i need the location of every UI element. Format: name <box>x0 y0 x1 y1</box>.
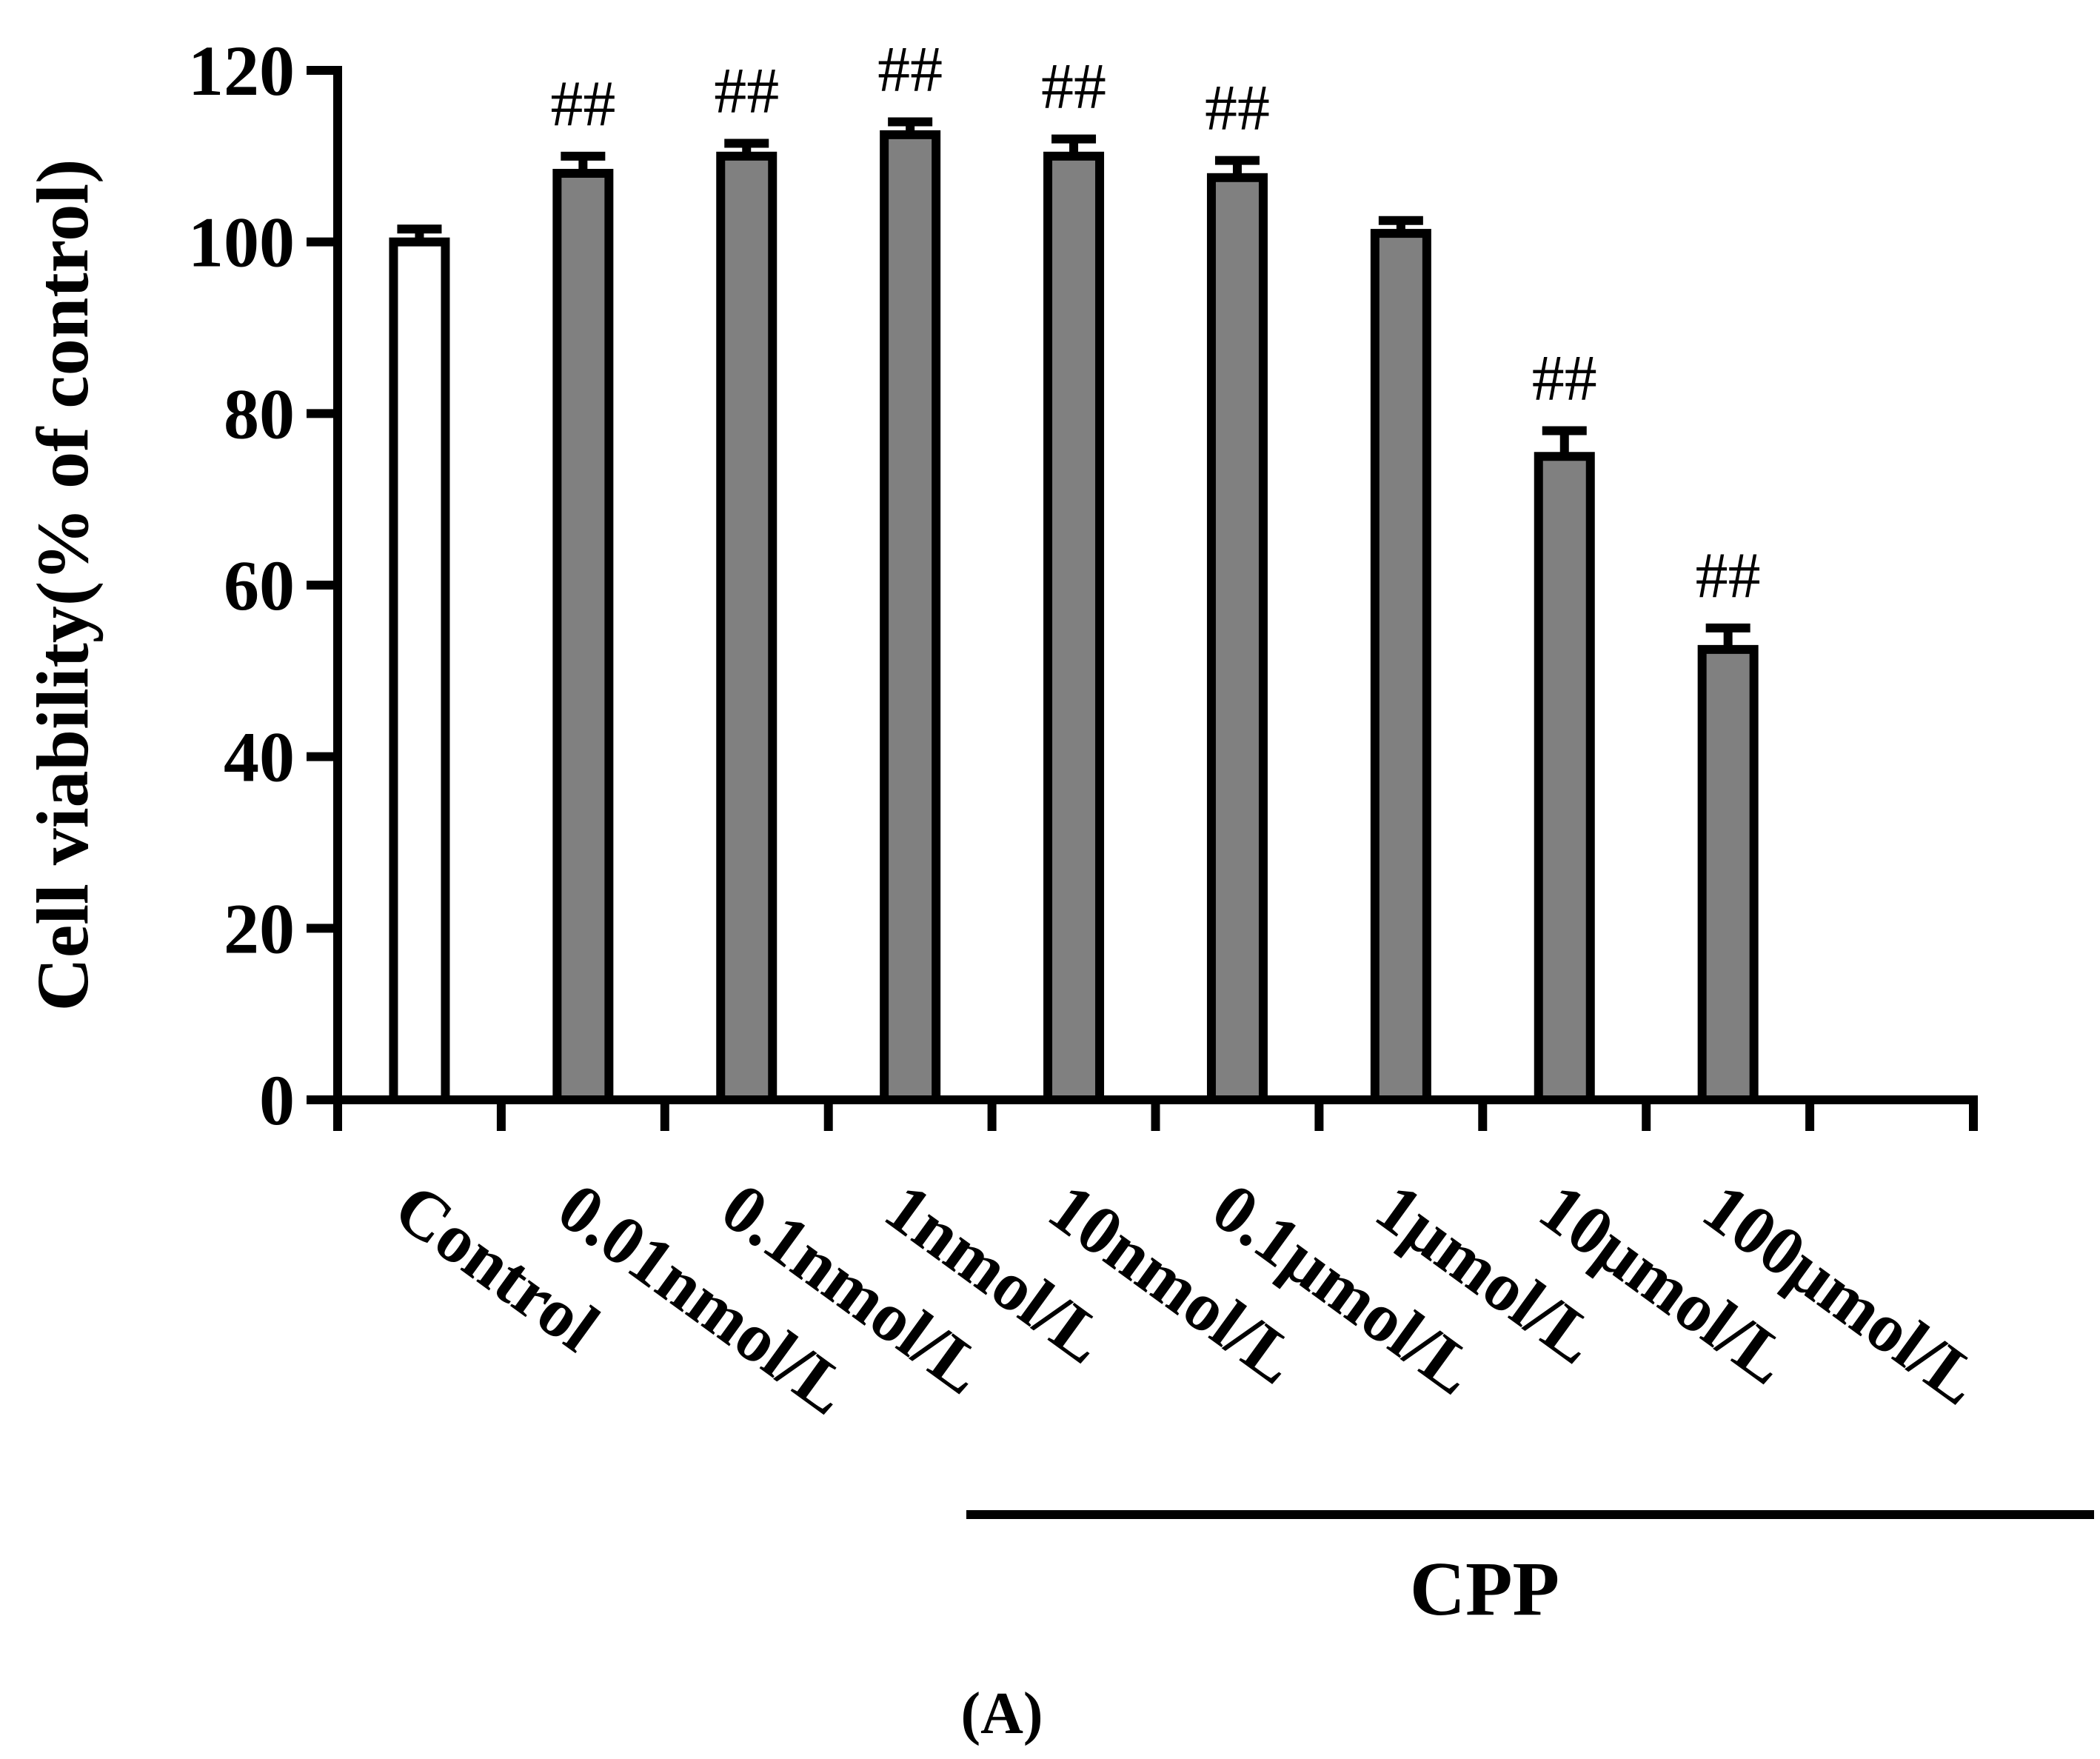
significance-marker: ## <box>1041 51 1106 123</box>
bar <box>389 237 450 1105</box>
bar <box>1206 173 1268 1105</box>
y-tick-label: 0 <box>259 1061 295 1140</box>
bar <box>552 169 614 1104</box>
bar <box>880 130 941 1104</box>
group-label: CPP <box>1410 1546 1559 1632</box>
bar <box>1370 229 1431 1104</box>
significance-marker: ## <box>877 34 943 106</box>
y-tick-label: 100 <box>188 203 295 282</box>
significance-marker: ## <box>714 55 779 127</box>
bar <box>1697 644 1759 1104</box>
y-tick-label: 40 <box>224 718 295 797</box>
y-tick-label: 60 <box>224 546 295 625</box>
bar <box>1043 151 1105 1104</box>
significance-marker: ## <box>1205 73 1270 144</box>
panel-label: (A) <box>960 1681 1043 1746</box>
y-axis-label: Cell viability(% of control) <box>21 159 104 1012</box>
significance-marker: ## <box>1696 540 1761 612</box>
bar <box>1534 452 1595 1104</box>
bars <box>389 117 1759 1105</box>
significance-marker: ## <box>1532 343 1597 415</box>
significance-marker: ## <box>550 68 615 140</box>
y-tick-label: 80 <box>224 374 295 453</box>
bar <box>716 151 778 1104</box>
y-tick-label: 20 <box>224 889 295 968</box>
y-tick-label: 120 <box>188 31 295 110</box>
